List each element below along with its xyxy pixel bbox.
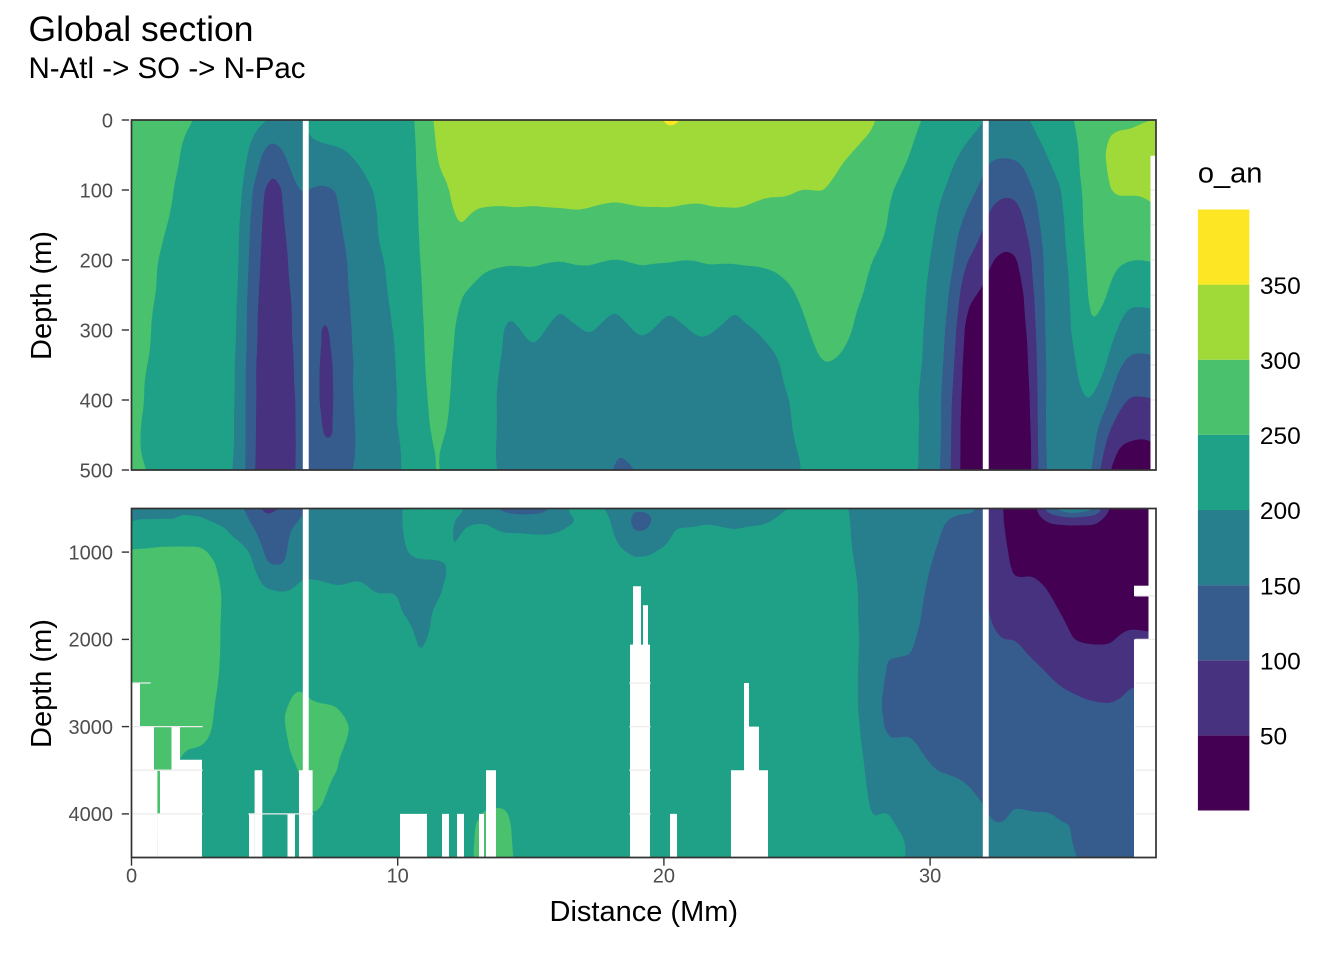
svg-text:30: 30 [919, 866, 941, 888]
svg-text:N-Atl -> SO -> N-Pac: N-Atl -> SO -> N-Pac [29, 52, 306, 85]
svg-text:Distance (Mm): Distance (Mm) [550, 896, 739, 928]
svg-text:200: 200 [1260, 498, 1301, 525]
svg-text:10: 10 [387, 866, 409, 888]
svg-text:Global section: Global section [29, 9, 254, 49]
svg-text:50: 50 [1260, 724, 1287, 751]
svg-text:350: 350 [1260, 273, 1301, 300]
svg-text:0: 0 [126, 866, 137, 888]
svg-text:4000: 4000 [69, 804, 114, 826]
svg-text:150: 150 [1260, 573, 1301, 600]
svg-text:3000: 3000 [69, 717, 114, 739]
svg-text:100: 100 [80, 180, 113, 202]
svg-text:100: 100 [1260, 649, 1301, 676]
svg-text:400: 400 [80, 390, 113, 412]
svg-text:300: 300 [1260, 348, 1301, 375]
svg-text:300: 300 [80, 320, 113, 342]
svg-text:o_an: o_an [1198, 158, 1263, 190]
svg-text:2000: 2000 [69, 630, 114, 652]
svg-text:200: 200 [80, 250, 113, 272]
svg-text:1000: 1000 [69, 542, 114, 564]
svg-text:500: 500 [80, 460, 113, 482]
svg-text:0: 0 [102, 110, 113, 132]
svg-text:Depth (m): Depth (m) [26, 231, 58, 360]
svg-text:20: 20 [653, 866, 675, 888]
svg-text:Depth (m): Depth (m) [26, 619, 58, 748]
svg-text:250: 250 [1260, 423, 1301, 450]
